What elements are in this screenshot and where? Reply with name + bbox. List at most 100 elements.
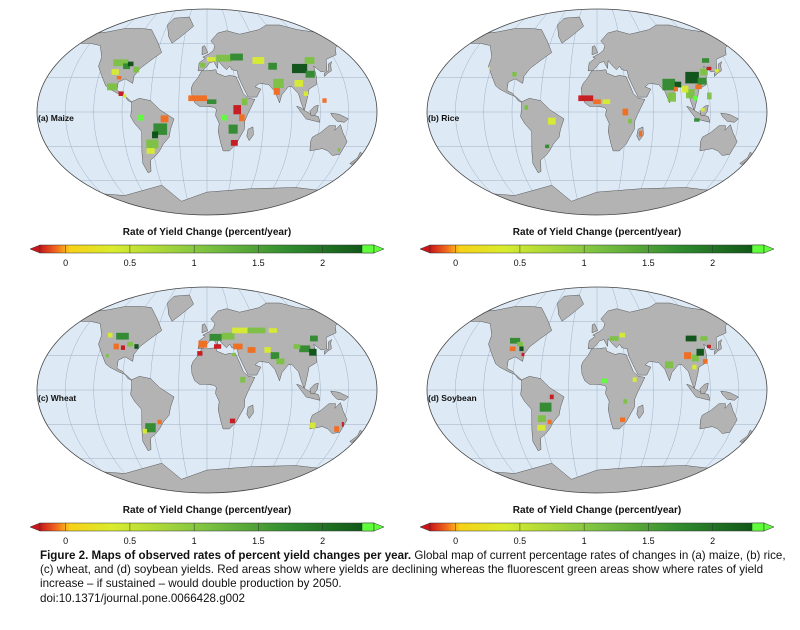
yield-patch xyxy=(545,144,550,149)
yield-patch xyxy=(209,333,222,341)
yield-patch xyxy=(197,351,203,356)
land-northAmerica xyxy=(467,306,553,382)
land-southAmerica xyxy=(520,98,565,174)
yield-patch xyxy=(700,108,705,112)
panel-label: (c) Wheat xyxy=(38,393,77,403)
yield-patch xyxy=(697,77,707,85)
colorbar-tick-label: 1.5 xyxy=(642,536,655,546)
yield-patch xyxy=(221,114,227,121)
yield-patch xyxy=(685,335,697,342)
yield-patch xyxy=(252,57,265,64)
land-uk xyxy=(201,45,209,56)
caption-title: Figure 2. Maps of observed rates of perc… xyxy=(40,549,412,562)
yield-patch xyxy=(700,68,708,76)
yield-patch xyxy=(341,422,344,427)
colorbar-tick-label: 0 xyxy=(453,258,459,268)
yield-patch xyxy=(198,340,207,348)
figure-caption: Figure 2. Maps of observed rates of perc… xyxy=(40,549,796,606)
colorbar-fluorescent xyxy=(361,522,375,532)
yield-patch xyxy=(322,98,327,103)
yield-patch xyxy=(693,96,698,101)
world-map-maize xyxy=(36,8,378,216)
yield-patch xyxy=(521,352,525,357)
yield-patch xyxy=(309,348,317,356)
yield-patch xyxy=(691,354,699,362)
yield-patch xyxy=(247,327,266,334)
yield-patch xyxy=(157,419,162,425)
yield-patch xyxy=(160,115,169,123)
colorbar-tick-label: 1.5 xyxy=(252,258,265,268)
yield-patch xyxy=(216,54,232,62)
yield-patch xyxy=(299,345,311,353)
yield-patch xyxy=(230,140,238,146)
land-indonesia xyxy=(685,383,711,401)
yield-patch xyxy=(702,359,708,364)
land-southAmerica xyxy=(130,376,175,452)
colorbar-tick-label: 1.5 xyxy=(642,258,655,268)
yield-patch xyxy=(619,332,626,338)
legend-title: Rate of Yield Change (percent/year) xyxy=(122,505,292,516)
map-border xyxy=(426,8,768,216)
yield-patch xyxy=(134,344,139,349)
panel-wheat: (c) Wheat Rate of Yield Change (percent/… xyxy=(22,282,392,547)
yield-patch xyxy=(146,139,159,149)
colorbar-tick-label: 1 xyxy=(581,258,587,268)
yield-patch xyxy=(230,53,243,61)
yield-patch xyxy=(111,69,119,75)
yield-patch xyxy=(664,361,674,369)
colorbar-tick-label: 0.5 xyxy=(513,258,527,268)
yield-patch xyxy=(273,78,284,88)
yield-patch xyxy=(222,332,235,340)
yield-patch xyxy=(273,88,280,95)
yield-patch xyxy=(292,63,308,74)
yield-patch xyxy=(685,71,699,84)
world-map-rice xyxy=(426,8,768,216)
yield-patch xyxy=(684,352,692,360)
caption-doi: doi:10.1371/journal.pone.0066428.g002 xyxy=(40,591,246,605)
land-borneo xyxy=(309,104,319,116)
colorbar-tick-label: 2 xyxy=(320,258,326,268)
land-greenland xyxy=(557,16,584,44)
land-newGuinea xyxy=(720,112,739,123)
map-border xyxy=(36,286,378,494)
yield-patch xyxy=(247,347,256,353)
yield-patch xyxy=(686,89,695,99)
yield-patch xyxy=(620,417,626,422)
panel-label: (a) Maize xyxy=(38,113,74,123)
yield-patch xyxy=(264,347,271,353)
yield-patch xyxy=(276,358,285,365)
colorbar-tick-label: 2 xyxy=(320,536,326,546)
yield-patch xyxy=(310,335,318,342)
colorbar-gradient xyxy=(39,244,375,254)
land-borneo xyxy=(699,382,709,394)
colorbar-fluorescent xyxy=(361,244,375,254)
yield-patch xyxy=(609,336,619,341)
land-northAmerica xyxy=(467,28,553,104)
legend-title: Rate of Yield Change (percent/year) xyxy=(512,227,682,238)
yield-patch xyxy=(510,337,521,344)
yield-patch xyxy=(700,336,708,341)
yield-patch xyxy=(113,59,129,67)
colorbar-low-arrow xyxy=(29,244,41,254)
yield-patch xyxy=(334,426,340,432)
yield-patch xyxy=(309,422,316,429)
legend-title: Rate of Yield Change (percent/year) xyxy=(512,505,682,516)
yield-patch xyxy=(622,108,629,116)
land-newGuinea xyxy=(330,390,349,401)
colorbar-tick-label: 0 xyxy=(453,536,459,546)
map-border xyxy=(426,286,768,494)
yield-patch xyxy=(122,94,127,98)
yield-patch xyxy=(188,95,207,102)
land-japan xyxy=(323,60,333,78)
land-indonesia xyxy=(295,383,321,401)
yield-patch xyxy=(207,99,217,104)
world-map-wheat xyxy=(36,286,378,494)
yield-patch xyxy=(667,92,676,102)
colorbar xyxy=(29,244,385,254)
colorbar-tick-label: 1 xyxy=(191,536,197,546)
land-australia xyxy=(699,124,738,156)
land-uk xyxy=(591,45,599,56)
yield-patch xyxy=(547,419,552,425)
colorbar-tick-label: 1.5 xyxy=(252,536,265,546)
colorbar-fluorescent xyxy=(751,244,765,254)
